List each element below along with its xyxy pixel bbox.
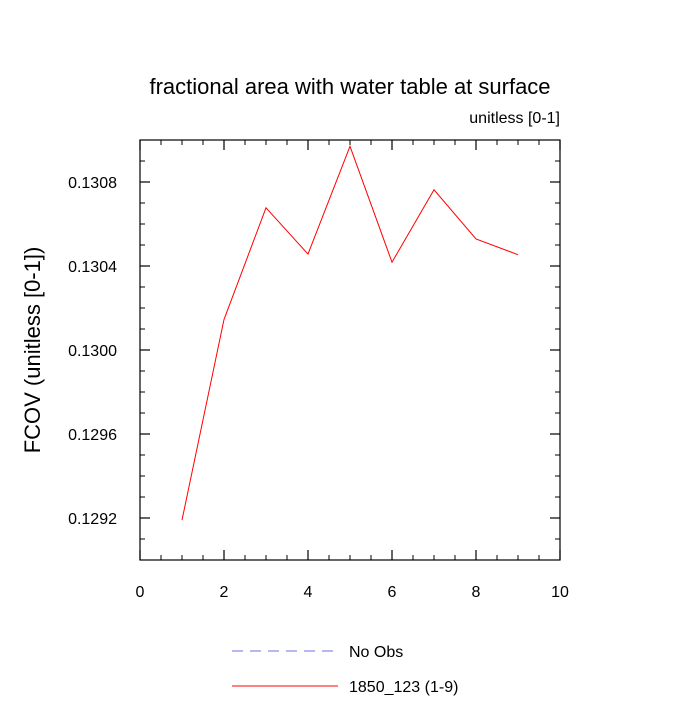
y-tick-label: 0.1308 <box>68 175 117 192</box>
plot-frame <box>140 140 560 560</box>
legend: No Obs 1850_123 (1-9) <box>232 644 458 696</box>
chart-title: fractional area with water table at surf… <box>149 74 550 99</box>
legend-label: 1850_123 (1-9) <box>349 679 458 696</box>
y-tick-label: 0.1304 <box>68 259 117 276</box>
legend-label: No Obs <box>349 644 403 661</box>
chart-subtitle: unitless [0-1] <box>469 110 560 127</box>
y-tick-label: 0.1300 <box>68 343 117 360</box>
axis-ticks: 0 2 4 6 8 10 0.1292 0.1296 0.1300 0.1304 0.1308 <box>68 140 569 601</box>
x-tick-label: 10 <box>551 584 569 601</box>
y-axis-label: FCOV (unitless [0-1]) <box>20 247 45 454</box>
series-line <box>182 146 518 520</box>
x-tick-label: 2 <box>220 584 229 601</box>
series-layer <box>182 146 518 520</box>
x-tick-label: 6 <box>388 584 397 601</box>
y-tick-label: 0.1296 <box>68 427 117 444</box>
x-tick-label: 4 <box>304 584 313 601</box>
x-tick-label: 8 <box>472 584 481 601</box>
x-tick-label: 0 <box>136 584 145 601</box>
y-tick-label: 0.1292 <box>68 511 117 528</box>
